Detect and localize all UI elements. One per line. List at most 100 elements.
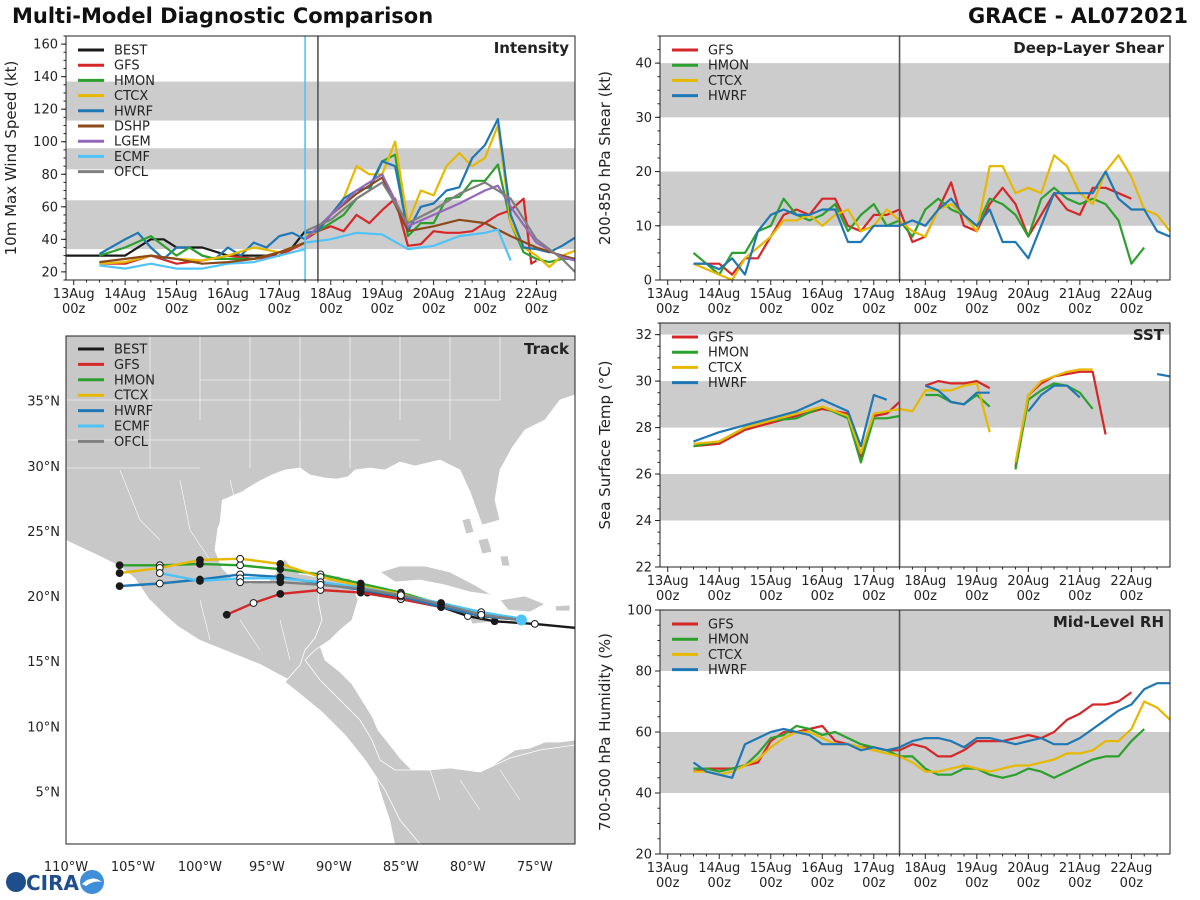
series-line-ecmf — [99, 248, 306, 270]
legend-label: CTCX — [114, 389, 148, 404]
gulf-carve — [218, 470, 418, 584]
x-tick-label: 00z — [1068, 876, 1092, 891]
shaded-band — [660, 381, 1170, 428]
track-point — [396, 591, 405, 600]
x-tick-label: 00z — [268, 302, 292, 317]
x-tick-label: 80°W — [450, 860, 486, 875]
x-tick-label: 19Aug — [361, 287, 403, 302]
x-tick-label: 00z — [525, 302, 549, 317]
legend-label: BEST — [114, 343, 147, 358]
legend-label: ECMF — [114, 420, 150, 435]
axes-frame — [659, 322, 1171, 568]
legend-label: LGEM — [114, 135, 151, 150]
x-tick-label: 00z — [371, 302, 395, 317]
x-tick-label: 15Aug — [156, 287, 198, 302]
rh-panel: 2040608010013Aug00z14Aug00z15Aug00z16Aug… — [596, 604, 1171, 891]
x-tick-label: 22Aug — [1110, 574, 1152, 589]
x-tick-label: 17Aug — [853, 287, 895, 302]
shear-series — [692, 154, 1170, 280]
land-hispaniola — [499, 595, 546, 613]
x-tick-label: 21Aug — [1059, 574, 1101, 589]
legend-label: HWRF — [708, 89, 747, 104]
x-tick-label: 00z — [1120, 876, 1144, 891]
y-tick-label: 22 — [635, 561, 652, 576]
legend-label: GFS — [708, 44, 734, 59]
x-tick-label: 00z — [319, 302, 343, 317]
y-tick-label: 30°N — [27, 460, 60, 475]
logo-text: CIRA — [26, 871, 80, 895]
y-tick-label: 5°N — [36, 785, 61, 800]
x-tick-label: 00z — [914, 589, 938, 604]
land-central-america — [284, 577, 575, 844]
x-tick-label: 75°W — [517, 860, 553, 875]
legend-label: CTCX — [708, 648, 742, 663]
shear-panel: 01020304013Aug00z14Aug00z15Aug00z16Aug00… — [596, 35, 1171, 317]
x-tick-label: 16Aug — [801, 287, 843, 302]
series-line-ofcl — [304, 181, 575, 273]
y-axis-label: 10m Max Wind Speed (kt) — [2, 61, 20, 256]
y-tick-label: 15°N — [27, 655, 60, 670]
legend-label: BEST — [114, 44, 147, 59]
legend-label: GFS — [708, 331, 734, 346]
x-tick-label: 13Aug — [53, 287, 95, 302]
x-tick-label: 13Aug — [647, 287, 689, 302]
x-tick-label: 21Aug — [1059, 861, 1101, 876]
track-point — [316, 580, 325, 589]
track-point — [236, 561, 245, 570]
legend-label: DSHP — [114, 120, 150, 135]
track-point — [477, 610, 486, 619]
shaded-band — [660, 63, 1170, 118]
track-point — [276, 560, 285, 568]
legend-label: HMON — [708, 346, 749, 361]
y-tick-label: 0 — [644, 274, 652, 289]
legend-label: ECMF — [114, 150, 150, 165]
x-tick-label: 00z — [656, 589, 680, 604]
track-point — [437, 600, 445, 609]
x-tick-label: 105°W — [111, 860, 155, 875]
x-tick-label: 18Aug — [310, 287, 352, 302]
series-line-ctcx — [99, 241, 306, 265]
track-point — [530, 619, 539, 628]
series-line-ctcx — [693, 368, 1093, 463]
y-tick-label: 100 — [627, 604, 652, 619]
x-tick-label: 00z — [1017, 876, 1041, 891]
intensity-panel: 2040608010012014016013Aug00z14Aug00z15Au… — [2, 35, 576, 317]
x-tick-label: 00z — [708, 589, 732, 604]
x-tick-label: 00z — [862, 302, 886, 317]
land-cuba — [379, 565, 493, 596]
sst-series — [693, 368, 1170, 470]
legend-label: CTCX — [708, 74, 742, 89]
x-tick-label: 15Aug — [750, 861, 792, 876]
x-tick-label: 00z — [759, 302, 783, 317]
x-tick-label: 00z — [759, 589, 783, 604]
y-tick-label: 10°N — [27, 720, 60, 735]
legend-label: OFCL — [114, 435, 149, 450]
legend-label: HMON — [708, 59, 749, 74]
y-tick-label: 60 — [635, 726, 652, 741]
x-tick-label: 00z — [62, 302, 86, 317]
track-point — [236, 554, 245, 563]
x-tick-label: 15Aug — [750, 574, 792, 589]
x-tick-label: 00z — [811, 589, 835, 604]
legend-label: CTCX — [114, 89, 148, 104]
x-tick-label: 14Aug — [104, 287, 146, 302]
x-tick-label: 00z — [473, 302, 497, 317]
y-tick-label: 120 — [33, 103, 58, 118]
track-point — [249, 599, 258, 607]
x-tick-label: 22Aug — [1110, 861, 1152, 876]
page-title: Multi-Model Diagnostic Comparison — [12, 4, 434, 28]
track-point — [276, 578, 285, 587]
x-tick-label: 00z — [862, 589, 886, 604]
x-tick-label: 14Aug — [698, 861, 740, 876]
y-tick-label: 80 — [41, 168, 58, 183]
x-tick-label: 20Aug — [413, 287, 455, 302]
series-line-ctcx — [693, 700, 1170, 776]
y-tick-label: 32 — [635, 328, 652, 343]
cira-logo: CIRA — [6, 870, 104, 895]
x-tick-label: 00z — [1120, 589, 1144, 604]
x-tick-label: 16Aug — [207, 287, 249, 302]
x-tick-label: 00z — [656, 876, 680, 891]
y-tick-label: 40 — [635, 57, 652, 72]
sst-panel: 22242628303213Aug00z14Aug00z15Aug00z16Au… — [596, 322, 1171, 604]
